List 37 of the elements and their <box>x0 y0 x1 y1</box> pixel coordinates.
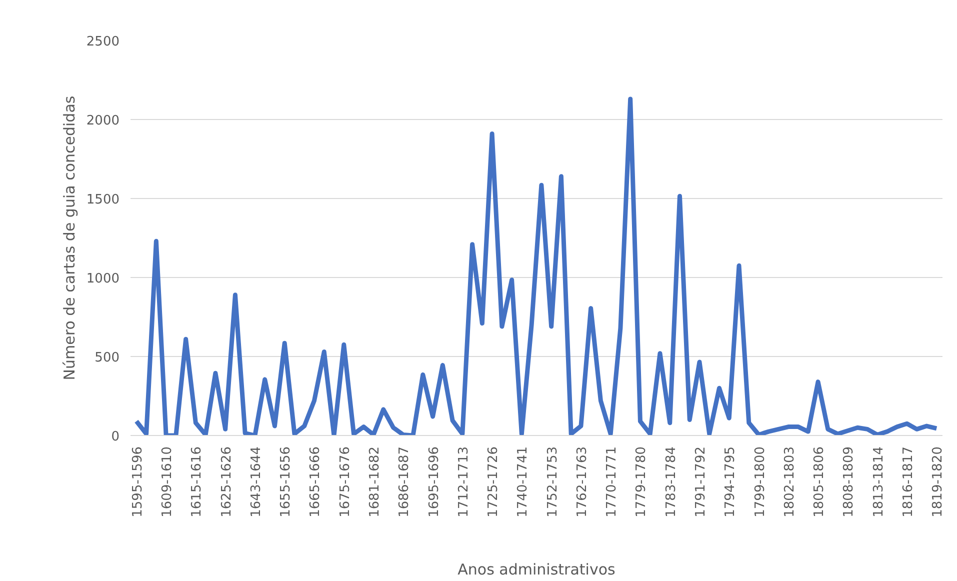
y-axis-title: Número de cartas de guia concedidas <box>60 96 78 380</box>
x-tick-label: 1595-1596 <box>130 446 146 518</box>
y-tick-label: 1500 <box>86 192 120 208</box>
x-tick-label: 1686-1687 <box>397 446 412 518</box>
x-tick-label: 1615-1616 <box>190 446 205 518</box>
x-tick-label: 1799-1800 <box>752 446 768 518</box>
x-tick-label: 1665-1666 <box>308 446 324 518</box>
x-tick-label: 1802-1803 <box>782 446 798 518</box>
x-tick-label: 1625-1626 <box>219 446 234 518</box>
y-tick-label: 2000 <box>86 114 120 128</box>
x-tick-label: 1655-1656 <box>278 446 294 518</box>
x-tick-label: 1783-1784 <box>664 446 679 518</box>
x-tick-label: 1816-1817 <box>900 446 916 518</box>
x-tick-label: 1808-1809 <box>842 446 857 518</box>
x-tick-label: 1770-1771 <box>604 446 620 518</box>
y-tick-label: 1000 <box>86 272 120 286</box>
x-tick-label: 1762-1763 <box>574 446 590 518</box>
line-series <box>134 96 939 436</box>
y-tick-label: 500 <box>94 350 120 366</box>
x-tick-label: 1813-1814 <box>871 446 886 518</box>
x-tick-label: 1740-1741 <box>516 446 531 518</box>
x-tick-label: 1675-1676 <box>338 446 353 518</box>
x-tick-label: 1779-1780 <box>634 446 650 518</box>
x-tick-label: 1805-1806 <box>812 446 828 518</box>
x-tick-label: 1609-1610 <box>160 446 176 518</box>
x-axis-title: Anos administrativos <box>458 560 616 578</box>
x-tick-label: 1681-1682 <box>368 446 383 518</box>
x-tick-label: 1695-1696 <box>426 446 442 518</box>
x-tick-label: 1725-1726 <box>486 446 502 518</box>
x-tick-label: 1791-1792 <box>693 446 708 518</box>
x-tick-label: 1643-1644 <box>248 446 264 518</box>
y-tick-label: 2500 <box>86 34 120 50</box>
x-tick-label: 1712-1713 <box>456 446 472 518</box>
x-tick-label: 1752-1753 <box>545 446 560 518</box>
x-tick-label: 1794-1795 <box>723 446 738 518</box>
x-tick-label: 1819-1820 <box>930 446 946 518</box>
y-tick-label: 0 <box>111 430 120 444</box>
